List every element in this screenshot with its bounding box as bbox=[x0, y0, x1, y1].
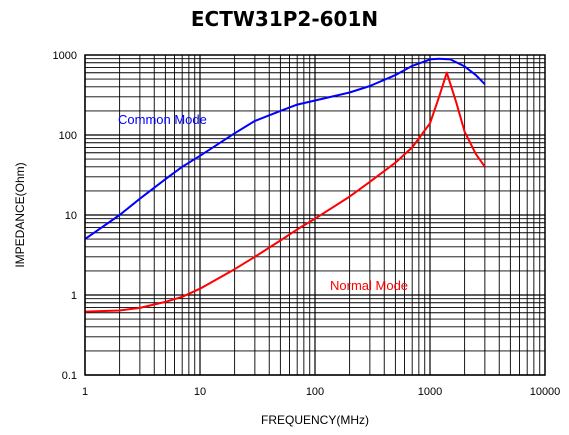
y-tick-label: 100 bbox=[59, 130, 77, 142]
series-line-common-mode bbox=[84, 57, 486, 240]
x-tick-label: 1 bbox=[82, 386, 88, 398]
y-axis-label: IMPEDANCE(Ohm) bbox=[13, 162, 27, 267]
series-label-common-mode: Common Mode bbox=[118, 112, 207, 127]
plot-frame bbox=[84, 54, 546, 376]
x-tick-label: 1000 bbox=[418, 386, 442, 398]
y-tick-label: 0.1 bbox=[62, 370, 77, 382]
tick-labels: 1 10 100 1000 10000 1000 100 10 1 0.1 bbox=[53, 50, 561, 398]
y-tick-label: 1 bbox=[71, 290, 77, 302]
series-layer bbox=[84, 57, 486, 313]
x-axis-label: FREQUENCY(MHz) bbox=[261, 413, 369, 427]
y-tick-label: 10 bbox=[65, 210, 77, 222]
grid bbox=[84, 55, 545, 376]
series-line-normal-mode bbox=[84, 71, 486, 313]
series-label-normal-mode: Normal Mode bbox=[330, 278, 408, 293]
chart-title: ECTW31P2-601N bbox=[190, 7, 379, 31]
x-tick-label: 10 bbox=[194, 386, 206, 398]
x-tick-label: 10000 bbox=[530, 386, 561, 398]
y-tick-label: 1000 bbox=[53, 50, 77, 62]
x-tick-label: 100 bbox=[306, 386, 324, 398]
